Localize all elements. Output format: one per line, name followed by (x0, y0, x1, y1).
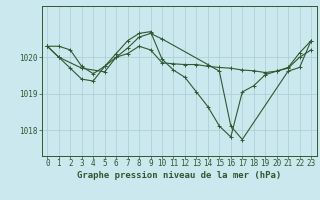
X-axis label: Graphe pression niveau de la mer (hPa): Graphe pression niveau de la mer (hPa) (77, 171, 281, 180)
